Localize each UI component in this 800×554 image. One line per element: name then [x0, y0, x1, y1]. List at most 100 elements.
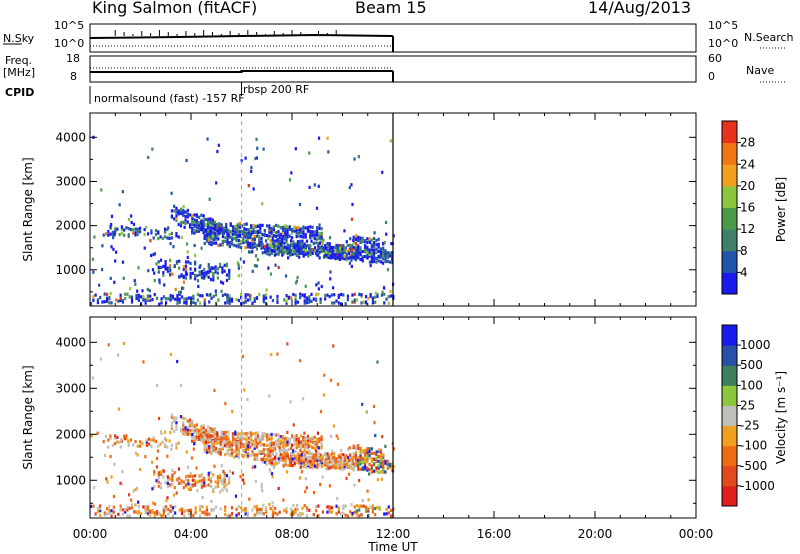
data-cell: [273, 249, 276, 253]
data-cell: [269, 272, 273, 276]
station-title: King Salmon (fitACF): [92, 0, 258, 17]
data-cell: [243, 230, 246, 234]
data-cell: [203, 267, 206, 272]
data-cell: [379, 448, 383, 453]
data-cell: [373, 245, 376, 250]
data-cell: [302, 232, 305, 236]
data-cell: [368, 447, 371, 451]
data-cell: [177, 467, 181, 471]
data-cell: [290, 171, 293, 175]
data-cell: [153, 514, 156, 518]
data-cell: [119, 296, 122, 300]
data-cell: [293, 454, 296, 458]
data-cell: [107, 229, 110, 234]
data-cell: [286, 452, 289, 456]
data-cell: [159, 442, 162, 446]
data-cell: [226, 449, 229, 453]
data-cell: [166, 267, 169, 271]
data-cell: [209, 471, 213, 475]
data-cell: [303, 295, 306, 299]
data-cell: [337, 510, 340, 514]
data-cell: [136, 444, 139, 448]
data-cell: [176, 478, 179, 482]
data-cell: [362, 300, 365, 304]
data-cell: [245, 434, 248, 438]
data-cell: [244, 507, 247, 511]
data-cell: [134, 282, 137, 286]
data-cell: [240, 159, 243, 163]
data-cell: [343, 464, 346, 469]
data-cell: [376, 294, 379, 298]
data-cell: [337, 506, 340, 510]
data-cell: [320, 455, 323, 460]
data-cell: [139, 302, 143, 306]
cpid-segment-1: normalsound (fast) -157 RF: [94, 92, 245, 105]
data-cell: [237, 505, 240, 509]
data-cell: [207, 266, 210, 270]
data-cell: [343, 460, 346, 464]
data-cell: [244, 235, 247, 239]
data-cell: [260, 240, 263, 244]
data-cell: [234, 432, 237, 436]
data-cell: [304, 232, 307, 237]
data-cell: [304, 245, 308, 249]
data-cell: [323, 254, 326, 258]
data-cell: [212, 447, 215, 452]
data-cell: [357, 256, 360, 260]
data-cell: [231, 432, 235, 436]
data-cell: [203, 276, 206, 281]
data-cell: [214, 289, 217, 293]
data-cell: [209, 434, 212, 438]
data-cell: [210, 240, 213, 244]
data-cell: [294, 507, 297, 511]
data-cell: [320, 435, 323, 439]
data-cell: [198, 479, 201, 483]
data-cell: [192, 447, 195, 451]
data-cell: [382, 251, 385, 255]
data-cell: [316, 458, 319, 462]
data-cell: [143, 232, 146, 237]
data-cell: [383, 292, 386, 296]
data-cell: [309, 437, 312, 441]
data-cell: [251, 239, 254, 243]
data-cell: [200, 226, 203, 230]
data-cell: [259, 439, 262, 444]
cpid-segment-2: rbsp 200 RF: [243, 83, 310, 96]
data-cell: [113, 442, 117, 446]
data-cell: [291, 463, 294, 468]
data-cell: [327, 253, 330, 257]
data-cell: [262, 294, 265, 298]
data-cell: [174, 297, 177, 301]
data-cell: [353, 300, 356, 304]
freq-unit: [MHz]: [3, 66, 36, 79]
data-cell: [349, 453, 352, 457]
data-cell: [170, 415, 173, 419]
data-cell: [379, 461, 383, 465]
data-cell: [253, 513, 256, 517]
data-cell: [359, 236, 362, 240]
data-cell: [243, 232, 246, 236]
data-cell: [295, 434, 298, 438]
data-cell: [214, 485, 217, 489]
data-cell: [343, 466, 346, 471]
data-cell: [174, 287, 177, 291]
data-cell: [202, 230, 205, 235]
data-cell: [252, 187, 255, 191]
data-cell: [247, 431, 251, 435]
data-cell: [261, 489, 264, 493]
data-cell: [342, 453, 345, 457]
data-cell: [180, 235, 183, 240]
data-cell: [289, 507, 293, 511]
data-cell: [184, 260, 188, 264]
data-cell: [326, 452, 329, 456]
data-cell: [216, 271, 219, 275]
data-cell: [363, 244, 367, 248]
data-cell: [109, 225, 112, 229]
data-cell: [260, 435, 263, 439]
data-cell: [361, 466, 364, 470]
data-cell: [357, 244, 360, 248]
data-cell: [314, 230, 317, 234]
y-tick-label: 4000: [55, 130, 86, 144]
data-cell: [179, 207, 183, 211]
data-cell: [256, 224, 260, 228]
